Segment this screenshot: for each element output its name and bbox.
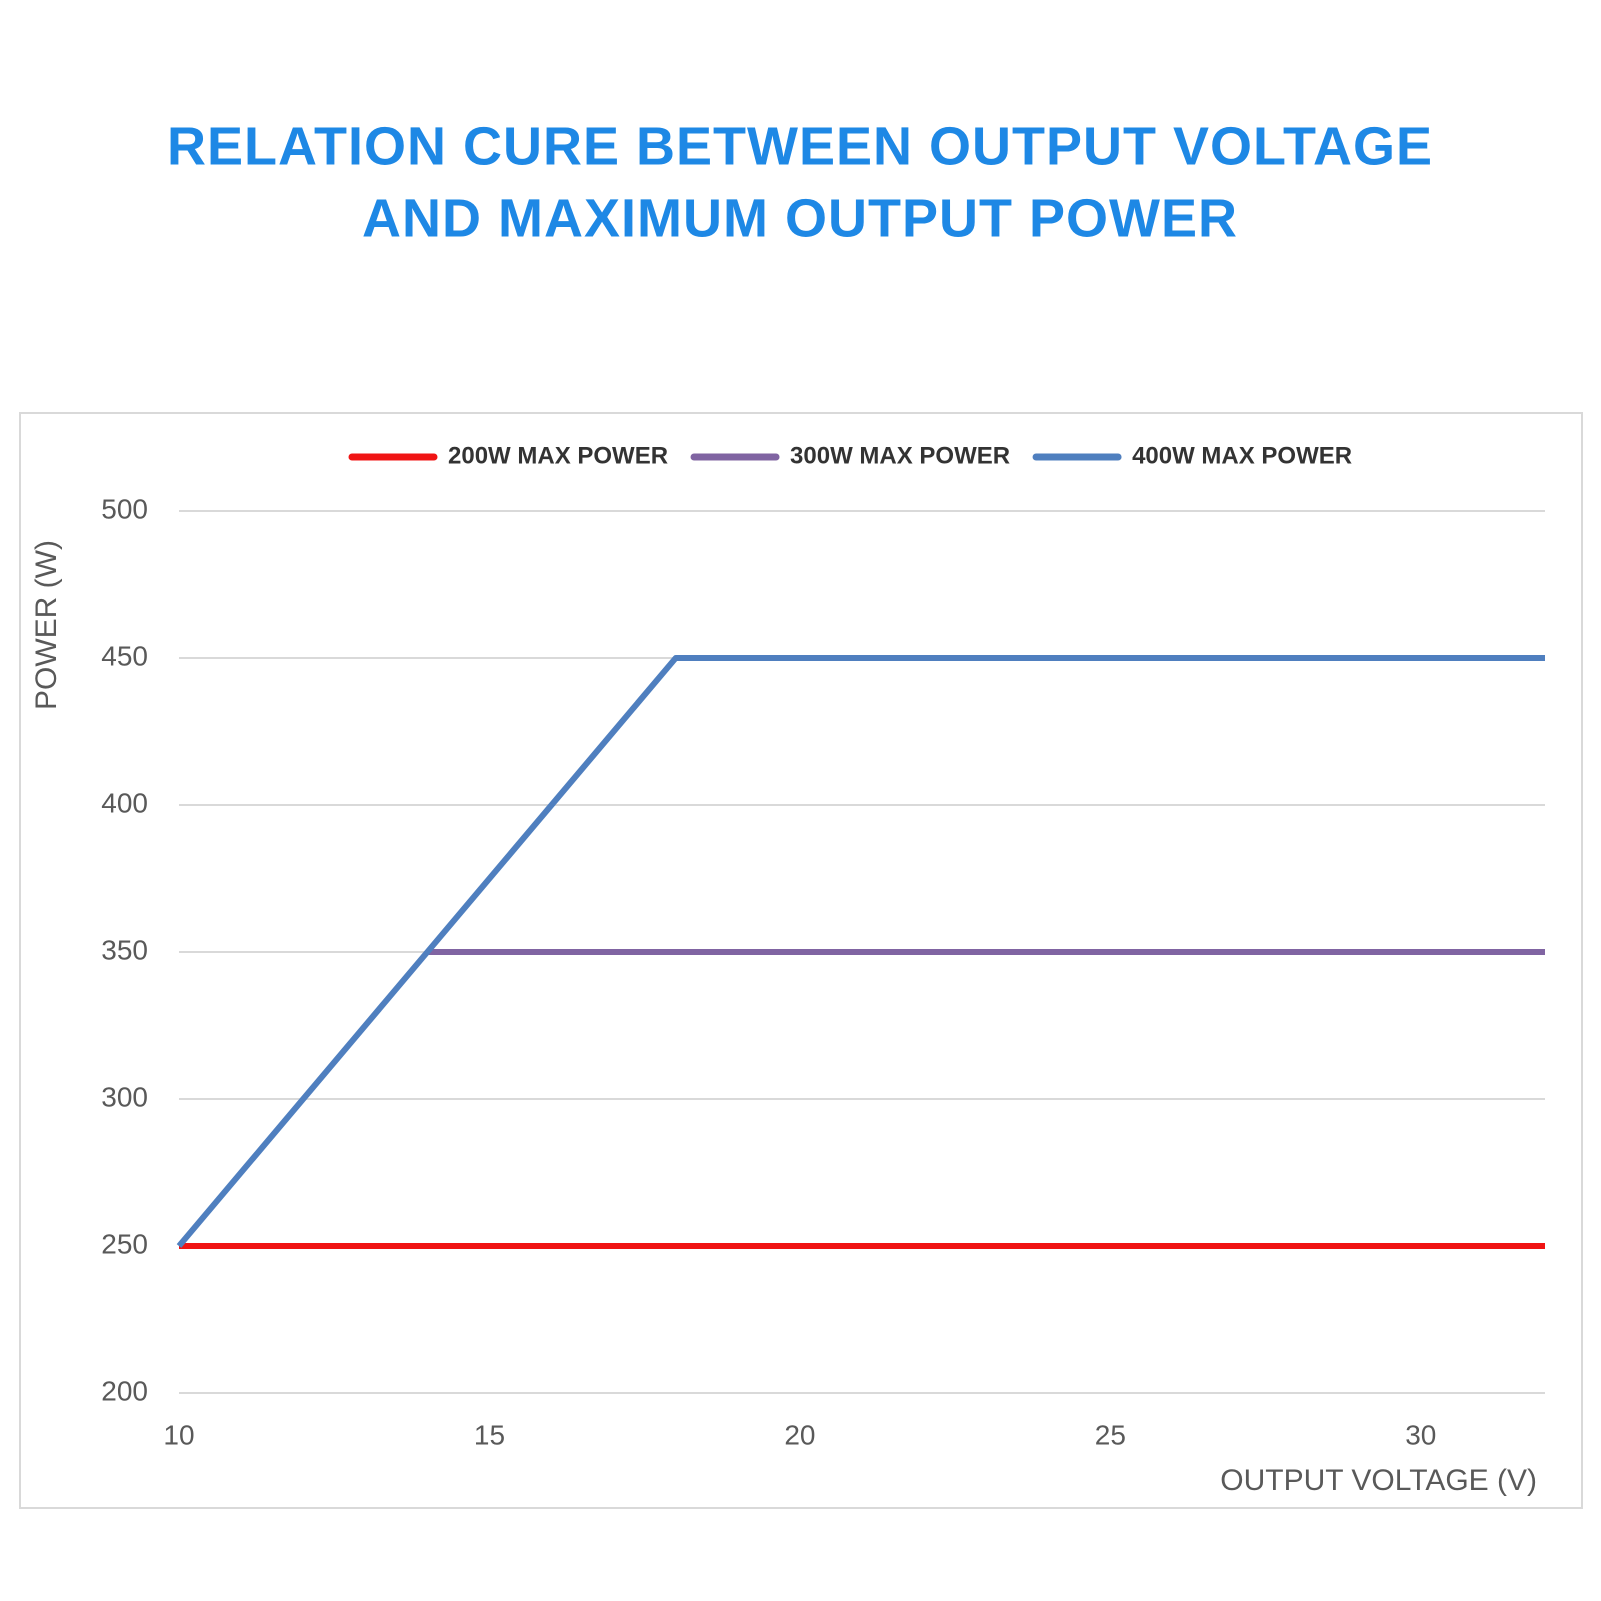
y-tick-label: 250 [101,1228,148,1259]
x-tick-label: 20 [784,1419,815,1450]
y-tick-label: 450 [101,640,148,671]
x-axis-label: OUTPUT VOLTAGE (V) [1220,1464,1537,1497]
x-tick-label: 25 [1095,1419,1126,1450]
y-tick-label: 300 [101,1081,148,1112]
y-tick-label: 350 [101,934,148,965]
y-tick-label: 400 [101,787,148,818]
y-tick-label: 500 [101,493,148,524]
x-tick-label: 10 [163,1419,194,1450]
series-line [176,655,1545,1248]
legend-label: 400W MAX POWER [1132,442,1352,469]
legend-label: 200W MAX POWER [448,442,668,469]
plot-frame [19,412,1583,1509]
x-tick-label: 30 [1405,1419,1436,1450]
y-tick-label: 200 [101,1375,148,1406]
chart-title: AND MAXIMUM OUTPUT POWER [362,188,1238,248]
chart-title: RELATION CURE BETWEEN OUTPUT VOLTAGE [167,116,1433,176]
x-tick-label: 15 [474,1419,505,1450]
y-axis-label: POWER (W) [30,540,63,710]
legend-label: 300W MAX POWER [790,442,1010,469]
